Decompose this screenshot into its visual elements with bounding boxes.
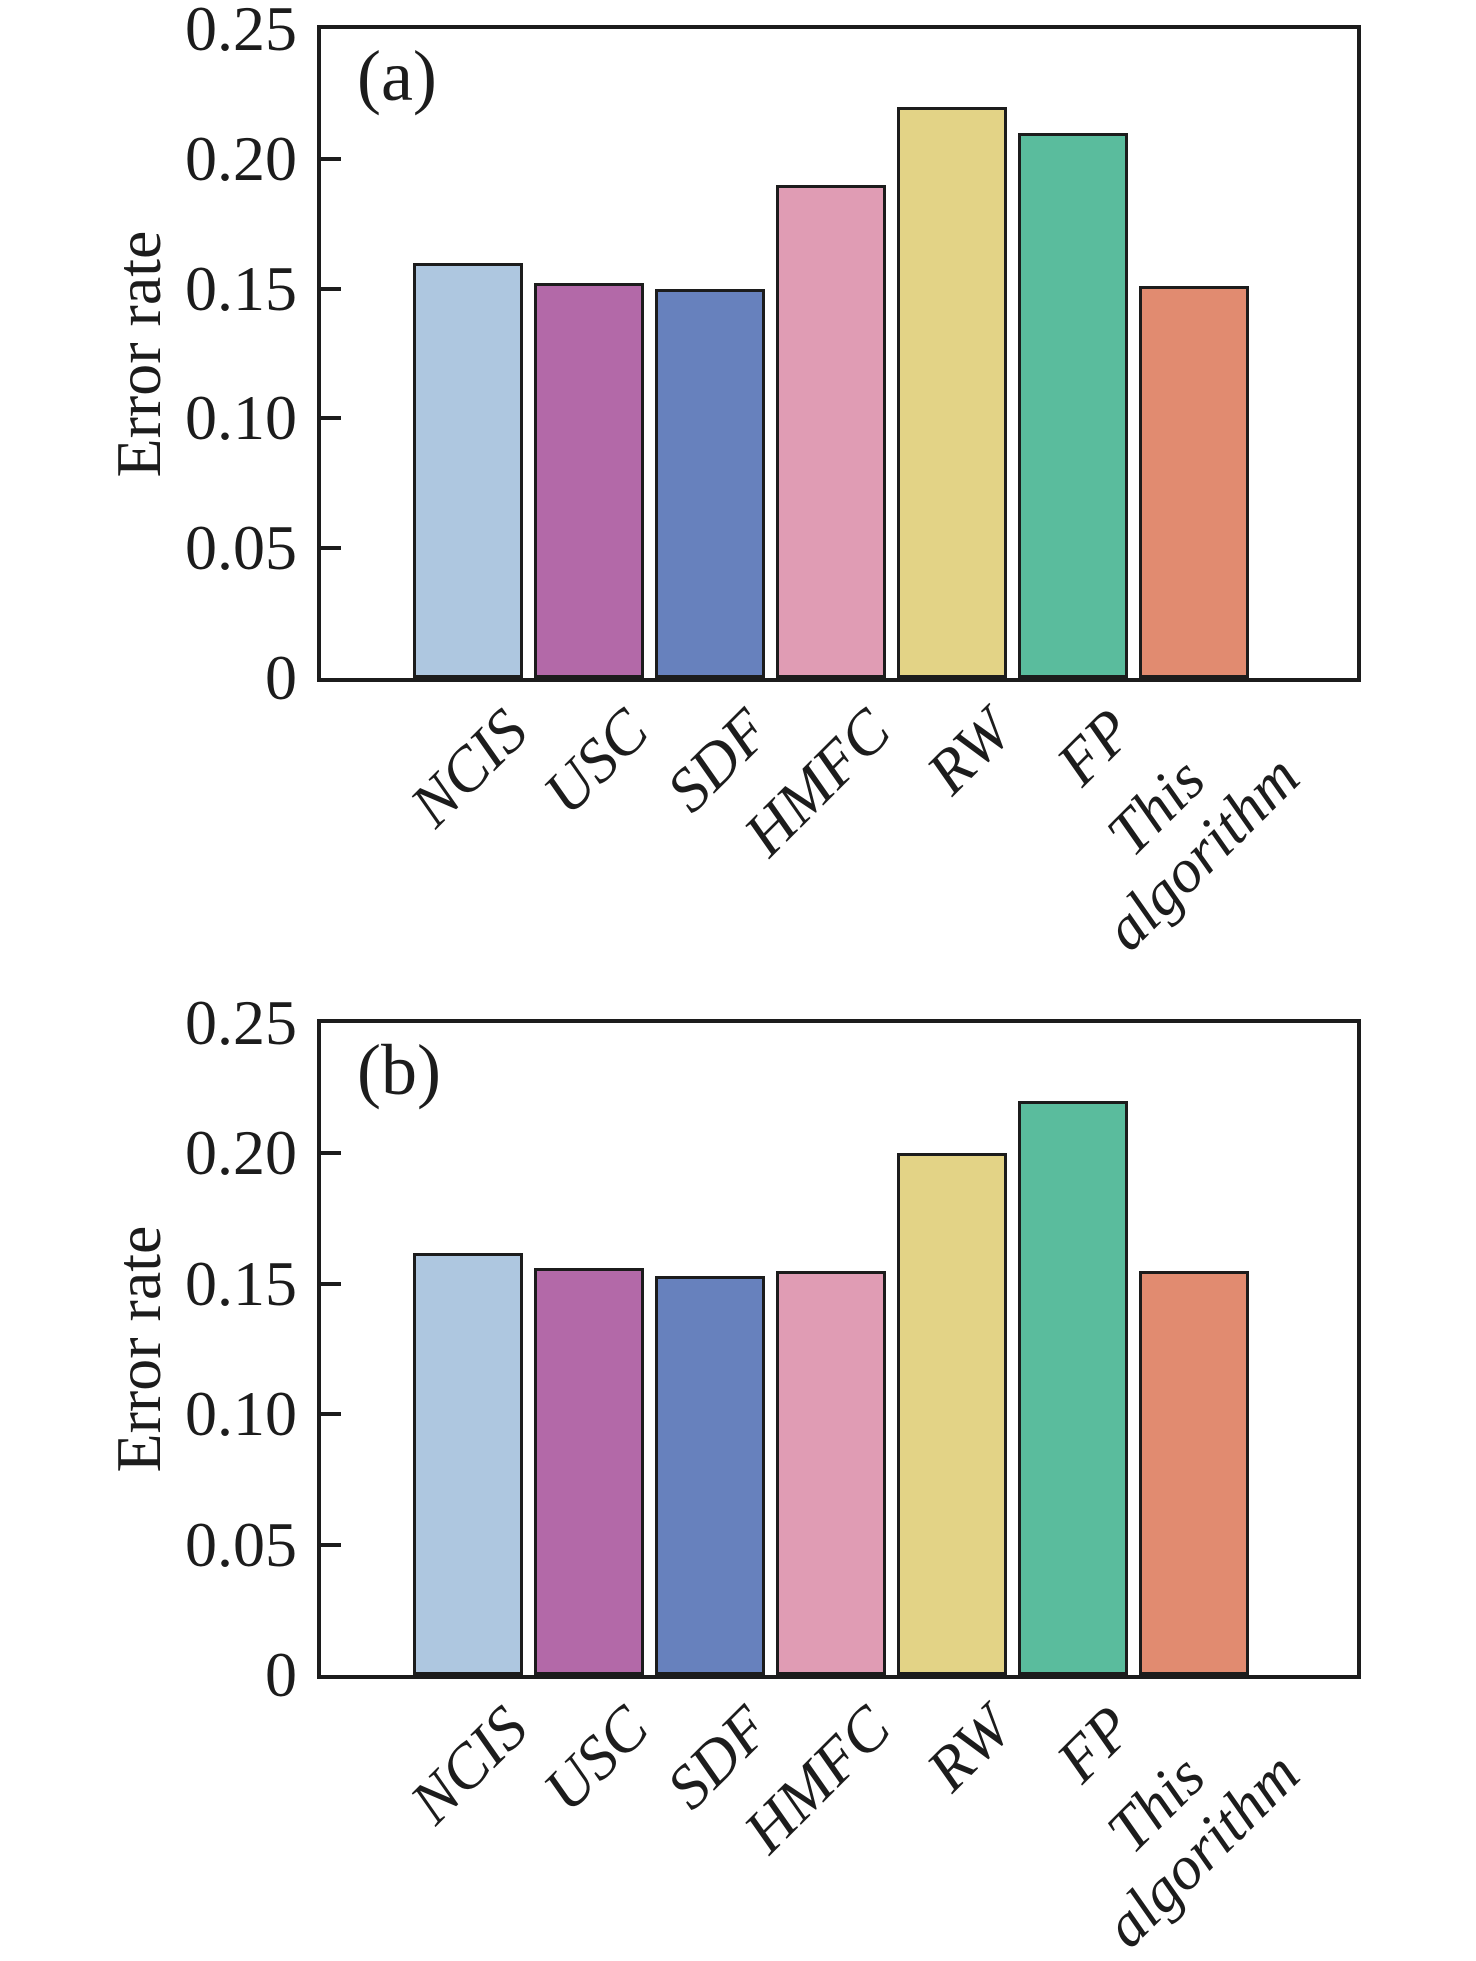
bar-rw [897,1153,1007,1675]
bar-ncis [413,1253,523,1675]
x-tick-label: FP [1044,1693,1146,1796]
bar-sdf [655,289,765,678]
y-axis-title-b: Error rate [103,1225,174,1473]
bar-this-algorithm [1139,286,1249,678]
y-tick-label: 0.20 [185,1117,297,1189]
y-tick [321,1151,341,1156]
plot-area-b: (b) Error rate 0 0.05 0.10 0.15 0.20 0.25 NCIS… [103,991,1361,1961]
y-tick [321,1281,341,1286]
bar-this-algorithm [1139,1271,1249,1675]
bar-fp [1018,133,1128,678]
x-tick-label: FP [1044,696,1146,799]
x-tick-label: RW [914,1693,1025,1805]
x-tick-label: USC [530,1693,662,1825]
x-tick-label: NCIS [397,696,541,840]
panel-label-b: (b) [357,1030,441,1110]
bar-fp [1018,1101,1128,1675]
x-tick-label: RW [914,696,1025,808]
bar-usc [534,1268,644,1675]
y-tick-label: 0.05 [185,512,297,584]
y-tick-label: 0.10 [185,382,297,454]
y-tick-label: 0.15 [185,1247,297,1319]
bar-ncis [413,263,523,678]
y-tick-label: 0.25 [185,987,297,1058]
y-tick [321,1412,341,1417]
panel-label-a: (a) [357,36,437,116]
x-tick-label: NCIS [397,1693,541,1837]
y-tick-label: 0.10 [185,1378,297,1450]
y-tick [321,416,341,421]
y-tick [321,1542,341,1547]
y-tick-label: 0.15 [185,252,297,324]
y-tick [321,286,341,291]
y-tick-label: 0 [265,1639,297,1710]
y-tick-label: 0.05 [185,1508,297,1580]
y-tick-label: 0 [265,642,297,713]
y-tick-label: 0.20 [185,122,297,194]
y-tick-label: 0.25 [185,0,297,64]
plot-area-a: (a) Error rate 0 0.05 0.10 0.15 0.20 0.25 NCIS… [103,0,1361,964]
x-tick-label: USC [530,696,662,828]
bar-hmfc [776,185,886,678]
y-axis-title-a: Error rate [103,230,174,477]
y-tick [321,546,341,551]
bar-rw [897,107,1007,678]
bar-usc [534,283,644,678]
bar-sdf [655,1276,765,1675]
bar-hmfc [776,1271,886,1675]
y-tick [321,156,341,161]
